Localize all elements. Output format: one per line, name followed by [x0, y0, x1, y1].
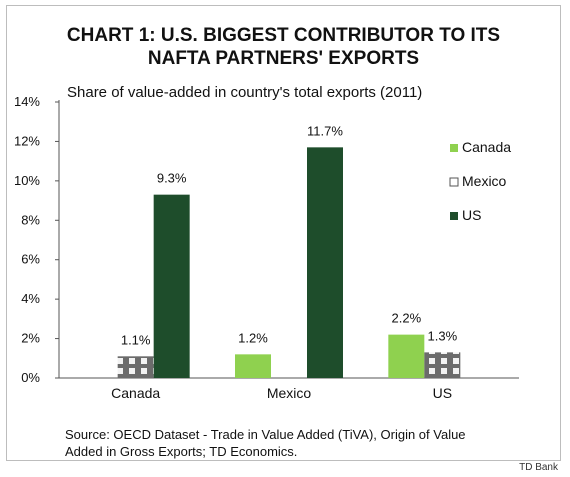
data-label: 11.7% — [307, 123, 343, 138]
y-tick-label: 4% — [21, 291, 40, 306]
bar-canada-mexico — [235, 354, 271, 378]
x-tick-label: US — [433, 385, 452, 401]
chart-title-line-1: CHART 1: U.S. BIGGEST CONTRIBUTOR TO ITS — [66, 25, 501, 46]
data-label: 2.2% — [392, 311, 422, 326]
legend-swatch-mexico — [449, 177, 459, 187]
bar-canada-us — [388, 334, 425, 378]
bar-mexico-us — [424, 352, 461, 378]
y-tick-label: 10% — [14, 173, 40, 188]
legend-label-us: US — [462, 207, 481, 223]
data-label: 1.1% — [121, 332, 151, 347]
bar-us-mexico — [307, 147, 343, 378]
data-label: 1.2% — [238, 330, 268, 345]
y-tick-label: 0% — [21, 370, 40, 385]
chart-title-line-2: NAFTA PARTNERS' EXPORTS — [147, 48, 420, 69]
y-tick-label: 12% — [14, 133, 40, 148]
y-tick-label: 14% — [14, 94, 40, 109]
legend-label-mexico: Mexico — [462, 173, 507, 189]
data-label: 9.3% — [157, 171, 187, 186]
legend-swatch-canada — [450, 144, 458, 152]
y-tick-label: 6% — [21, 252, 40, 267]
y-tick-label: 8% — [21, 212, 40, 227]
bar-chart: 0% 2% 4% 6% 8% 10% 12% 14% 1.1% 9.3% 1.2% 11.7% 2.2%… — [14, 94, 519, 401]
legend-label-canada: Canada — [462, 139, 511, 155]
chart-frame: CHART 1: U.S. BIGGEST CONTRIBUTOR TO ITS… — [6, 5, 561, 461]
bar-mexico-canada — [117, 356, 154, 378]
legend-swatch-us — [450, 212, 458, 220]
source-note: Source: OECD Dataset - Trade in Value Ad… — [65, 427, 466, 459]
bar-us-canada — [153, 194, 190, 378]
x-tick-label: Canada — [111, 385, 160, 401]
data-label: 1.3% — [428, 328, 458, 343]
chart-subtitle: Share of value-added in country's total … — [67, 84, 423, 101]
y-tick-label: 2% — [21, 331, 40, 346]
chart-title: CHART 1: U.S. BIGGEST CONTRIBUTOR TO ITS… — [7, 24, 560, 70]
image-credit: TD Bank — [519, 462, 558, 473]
x-tick-label: Mexico — [267, 385, 312, 401]
